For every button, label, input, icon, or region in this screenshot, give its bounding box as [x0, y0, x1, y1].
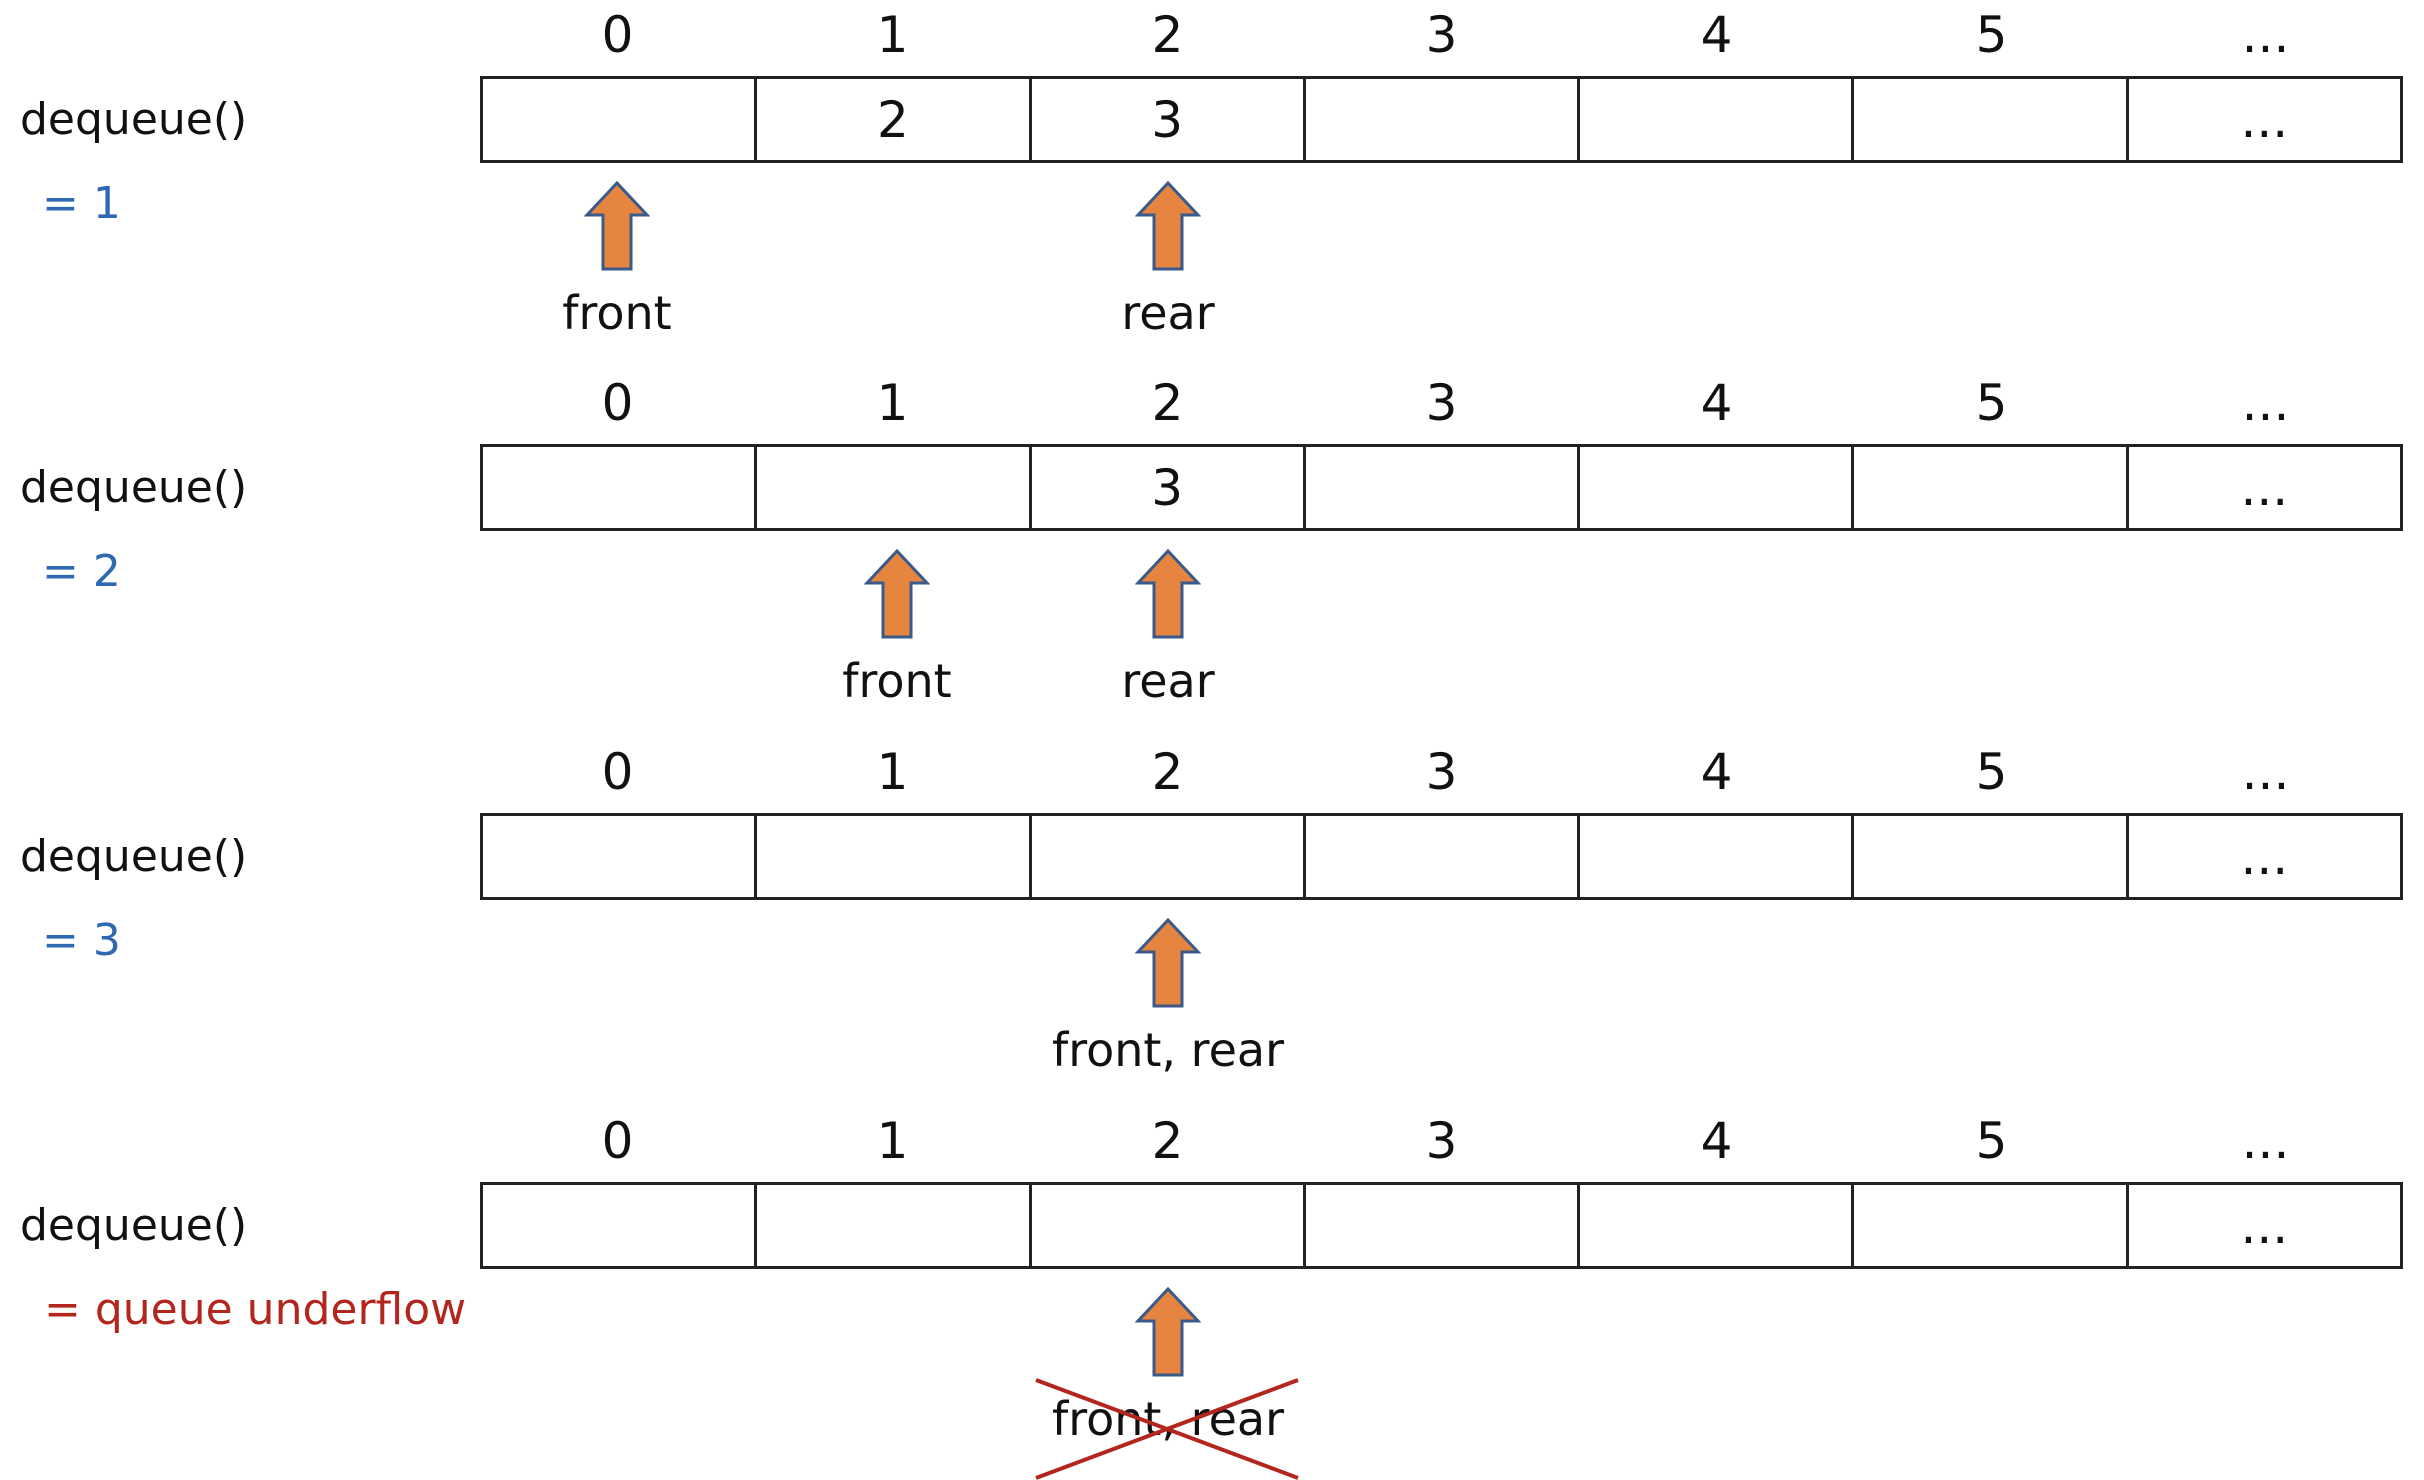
- index-label-2: 2: [1151, 743, 1184, 801]
- queue-cell-ellipsis: ...: [2240, 90, 2289, 149]
- queue-cell-3: [1306, 1185, 1581, 1266]
- queue-cell-1: [757, 816, 1032, 897]
- front-pointer-arrow-icon: [864, 549, 930, 639]
- index-label-4: 4: [1700, 6, 1733, 64]
- index-label-3: 3: [1425, 6, 1458, 64]
- result-label: = 1: [42, 178, 121, 229]
- queue-cell-0: [483, 1185, 758, 1266]
- index-label-1: 1: [876, 1112, 909, 1170]
- index-label-2: 2: [1151, 374, 1184, 432]
- front-pointer-arrow-icon: [584, 181, 650, 271]
- queue-cell-5: [1854, 816, 2129, 897]
- front-rear-pointer-arrow-icon: [1135, 1287, 1201, 1377]
- queue-cell-5: [1854, 447, 2129, 528]
- operation-label: dequeue(): [20, 1200, 248, 1251]
- queue-cell-2: [1032, 1185, 1306, 1266]
- rear-pointer-label: rear: [1121, 654, 1215, 708]
- front-pointer-label: front: [562, 286, 672, 340]
- index-label-0: 0: [601, 743, 634, 801]
- operation-label: dequeue(): [20, 462, 248, 513]
- queue-cell-ellipsis: ...: [2240, 458, 2289, 517]
- queue-cell-3: [1306, 79, 1581, 160]
- index-label-3: 3: [1425, 1112, 1458, 1170]
- index-label-2: 2: [1151, 6, 1184, 64]
- queue-cell-1: 2: [757, 79, 1032, 160]
- operation-label: dequeue(): [20, 94, 248, 145]
- queue-cell-4: [1580, 447, 1855, 528]
- index-label-0: 0: [601, 1112, 634, 1170]
- queue-panel-4: 0 1 2 3 4 5 ... dequeue() = queue underf…: [0, 1106, 2424, 1475]
- index-label-5: 5: [1975, 6, 2008, 64]
- queue-cell-2: 3: [1032, 79, 1306, 160]
- index-label-0: 0: [601, 6, 634, 64]
- queue-array: ...: [480, 1182, 2403, 1269]
- index-label-1: 1: [876, 6, 909, 64]
- index-label-4: 4: [1700, 1112, 1733, 1170]
- front-pointer-label: front: [842, 654, 952, 708]
- queue-array: ...: [480, 813, 2403, 900]
- result-label: = 2: [42, 546, 121, 597]
- queue-cell-2: [1032, 816, 1306, 897]
- queue-cell-3: [1306, 816, 1581, 897]
- index-label-2: 2: [1151, 1112, 1184, 1170]
- queue-cell-5: [1854, 1185, 2129, 1266]
- rear-pointer-arrow-icon: [1135, 549, 1201, 639]
- queue-cell-ellipsis: ...: [2240, 827, 2289, 886]
- result-label: = 3: [42, 915, 121, 966]
- queue-cell-0: [483, 79, 758, 160]
- index-label-ellipsis: ...: [2241, 743, 2290, 801]
- queue-cell-0: [483, 816, 758, 897]
- queue-array: 2 3 ...: [480, 76, 2403, 163]
- queue-cell-0: [483, 447, 758, 528]
- front-rear-pointer-label: front, rear: [1052, 1023, 1284, 1077]
- underflow-result-label: = queue underflow: [44, 1284, 467, 1335]
- index-label-3: 3: [1425, 743, 1458, 801]
- front-rear-pointer-arrow-icon: [1135, 918, 1201, 1008]
- index-label-4: 4: [1700, 743, 1733, 801]
- index-label-ellipsis: ...: [2241, 374, 2290, 432]
- queue-array: 3 ...: [480, 444, 2403, 531]
- index-label-5: 5: [1975, 1112, 2008, 1170]
- queue-panel-1: 0 1 2 3 4 5 ... dequeue() = 1 2 3 ... fr…: [0, 0, 2424, 369]
- queue-cell-4: [1580, 816, 1855, 897]
- queue-cell-4: [1580, 1185, 1855, 1266]
- index-label-4: 4: [1700, 374, 1733, 432]
- index-label-3: 3: [1425, 374, 1458, 432]
- queue-panel-3: 0 1 2 3 4 5 ... dequeue() = 3 ... front,…: [0, 737, 2424, 1106]
- invalid-cross-icon: [1035, 1378, 1299, 1480]
- operation-label: dequeue(): [20, 831, 248, 882]
- queue-cell-5: [1854, 79, 2129, 160]
- index-label-0: 0: [601, 374, 634, 432]
- rear-pointer-arrow-icon: [1135, 181, 1201, 271]
- index-label-5: 5: [1975, 743, 2008, 801]
- queue-cell-1: [757, 1185, 1032, 1266]
- front-rear-pointer-label: front, rear: [1052, 1392, 1284, 1446]
- index-label-5: 5: [1975, 374, 2008, 432]
- queue-cell-2: 3: [1032, 447, 1306, 528]
- index-label-ellipsis: ...: [2241, 6, 2290, 64]
- index-label-1: 1: [876, 374, 909, 432]
- index-label-1: 1: [876, 743, 909, 801]
- index-label-ellipsis: ...: [2241, 1112, 2290, 1170]
- rear-pointer-label: rear: [1121, 286, 1215, 340]
- queue-panel-2: 0 1 2 3 4 5 ... dequeue() = 2 3 ... fron…: [0, 368, 2424, 737]
- queue-cell-4: [1580, 79, 1855, 160]
- queue-cell-ellipsis: ...: [2240, 1196, 2289, 1255]
- queue-cell-3: [1306, 447, 1581, 528]
- queue-cell-1: [757, 447, 1032, 528]
